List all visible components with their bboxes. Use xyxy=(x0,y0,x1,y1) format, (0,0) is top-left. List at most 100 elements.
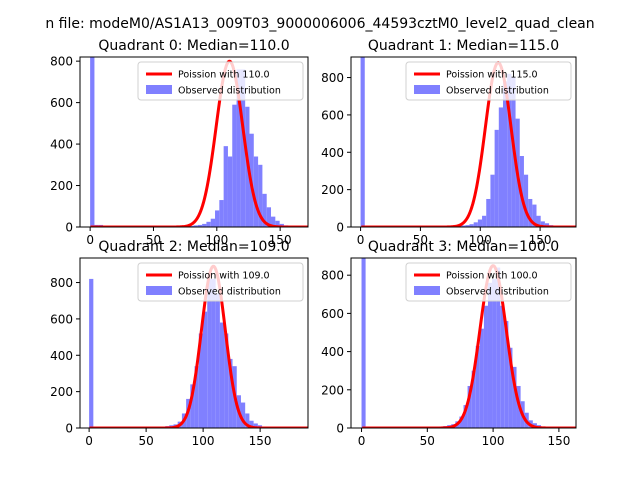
hist-bar-36 xyxy=(508,347,513,428)
x-tick-label-2: 100 xyxy=(482,434,505,448)
hist-bar-31 xyxy=(490,174,495,227)
y-tick-label-2: 400 xyxy=(321,146,344,160)
hist-bar-27 xyxy=(473,222,478,227)
x-tick-label-2: 100 xyxy=(205,233,228,247)
hist-bar-27 xyxy=(471,370,476,428)
plot-area xyxy=(89,57,308,227)
hist-bar-23 xyxy=(189,225,194,227)
hist-bar-27 xyxy=(203,311,208,428)
axes-frame xyxy=(79,257,309,429)
hist-bar-40 xyxy=(262,193,267,227)
hist-bar-0 xyxy=(89,278,94,428)
panel-title: Quadrant 1: Median=115.0 xyxy=(368,38,559,54)
x-tick-label-2: 100 xyxy=(469,233,492,247)
hist-bar-42 xyxy=(536,215,541,227)
hist-bar-38 xyxy=(249,420,254,428)
figure-title: n file: modeM0/AS1A13_009T03_9000006006_… xyxy=(45,16,594,32)
hist-bar-31 xyxy=(219,322,225,428)
hist-bar-28 xyxy=(207,278,212,428)
legend-label-poisson: Poission with 109.0 xyxy=(178,271,270,282)
hist-bar-29 xyxy=(482,215,487,227)
hist-bar-28 xyxy=(210,218,216,227)
legend: Poission with 110.0 Observed distribution xyxy=(137,61,304,101)
legend-label-poisson: Poission with 110.0 xyxy=(178,70,270,81)
legend-box xyxy=(405,61,572,101)
hist-bar-39 xyxy=(253,423,258,428)
hist-bar-33 xyxy=(228,358,233,428)
hist-bar-26 xyxy=(202,223,207,227)
poisson-curve xyxy=(360,61,576,227)
x-tick-label-3: 150 xyxy=(547,434,570,448)
legend-label-observed: Observed distribution xyxy=(446,86,549,97)
hist-bar-25 xyxy=(463,405,468,428)
y-tick-label-4: 800 xyxy=(50,55,73,69)
hist-bar-29 xyxy=(479,328,484,428)
x-tick-label-3: 150 xyxy=(269,233,292,247)
legend: Poission with 100.0 Observed distribution xyxy=(405,262,572,302)
y-tick-label-4: 800 xyxy=(50,276,73,290)
hist-bar-43 xyxy=(540,221,545,227)
legend-label-observed: Observed distribution xyxy=(446,287,549,298)
y-tick-label-3: 600 xyxy=(321,307,344,321)
hist-bar-32 xyxy=(492,279,497,428)
hist-bar-26 xyxy=(467,385,472,428)
legend-patch-swatch xyxy=(146,85,172,94)
hist-bar-34 xyxy=(502,81,508,227)
hist-bar-24 xyxy=(461,225,466,227)
hist-bar-39 xyxy=(258,164,263,227)
panel-title: Quadrant 2: Median=109.0 xyxy=(98,239,289,255)
legend-label-observed: Observed distribution xyxy=(178,287,281,298)
hist-bar-35 xyxy=(240,69,246,227)
hist-bar-35 xyxy=(507,73,512,227)
legend-patch-swatch xyxy=(146,286,172,295)
y-tick-label-1: 200 xyxy=(321,383,344,397)
hist-bar-40 xyxy=(528,198,533,227)
legend: Poission with 115.0 Observed distribution xyxy=(405,61,572,101)
x-tick-label-0: 0 xyxy=(85,434,93,448)
hist-bar-26 xyxy=(198,333,204,428)
x-tick-label-2: 100 xyxy=(192,434,215,448)
x-tick-label-0: 0 xyxy=(358,434,366,448)
hist-bar-25 xyxy=(465,225,470,227)
hist-bar-30 xyxy=(215,293,220,428)
hist-bar-32 xyxy=(224,333,229,428)
hist-bar-26 xyxy=(469,224,474,227)
hist-bar-37 xyxy=(245,413,250,428)
x-tick-label-1: 50 xyxy=(413,233,428,247)
hist-bar-24 xyxy=(459,416,464,428)
y-tick-label-0: 0 xyxy=(65,422,73,436)
y-tick-label-0: 0 xyxy=(336,422,344,436)
hist-bar-30 xyxy=(219,200,224,227)
x-tick-label-1: 50 xyxy=(138,434,153,448)
legend-box xyxy=(137,61,304,101)
hist-bar-39 xyxy=(523,174,529,227)
hist-bar-31 xyxy=(223,146,228,227)
y-tick-label-4: 800 xyxy=(321,71,344,85)
plot-area xyxy=(360,57,576,227)
panel-1: 0 50 100 150 0 200 400 600 800 Quadrant 1: Median… xyxy=(321,38,577,247)
x-tick-label-1: 50 xyxy=(420,434,435,448)
panel-title: Quadrant 3: Median=100.0 xyxy=(368,239,559,255)
y-tick-label-3: 600 xyxy=(321,108,344,122)
hist-bar-34 xyxy=(500,305,505,428)
hist-bar-38 xyxy=(253,156,259,227)
hist-bar-0 xyxy=(90,57,95,227)
hist-bar-0 xyxy=(360,57,365,227)
hist-bar-32 xyxy=(227,156,233,227)
hist-bar-36 xyxy=(240,402,246,428)
y-tick-label-0: 0 xyxy=(65,221,73,235)
panel-title: Quadrant 0: Median=110.0 xyxy=(98,38,289,54)
legend-patch-swatch xyxy=(414,286,440,295)
x-tick-label-0: 0 xyxy=(86,233,94,247)
hist-bar-24 xyxy=(190,384,195,428)
hist-bar-42 xyxy=(271,216,276,227)
y-tick-label-0: 0 xyxy=(336,221,344,235)
legend-patch-swatch xyxy=(414,85,440,94)
hist-bar-30 xyxy=(486,198,491,227)
x-tick-label-0: 0 xyxy=(357,233,365,247)
hist-bar-44 xyxy=(544,223,550,227)
y-tick-label-1: 200 xyxy=(50,385,73,399)
hist-bar-25 xyxy=(197,224,203,227)
y-tick-label-3: 600 xyxy=(50,96,73,110)
